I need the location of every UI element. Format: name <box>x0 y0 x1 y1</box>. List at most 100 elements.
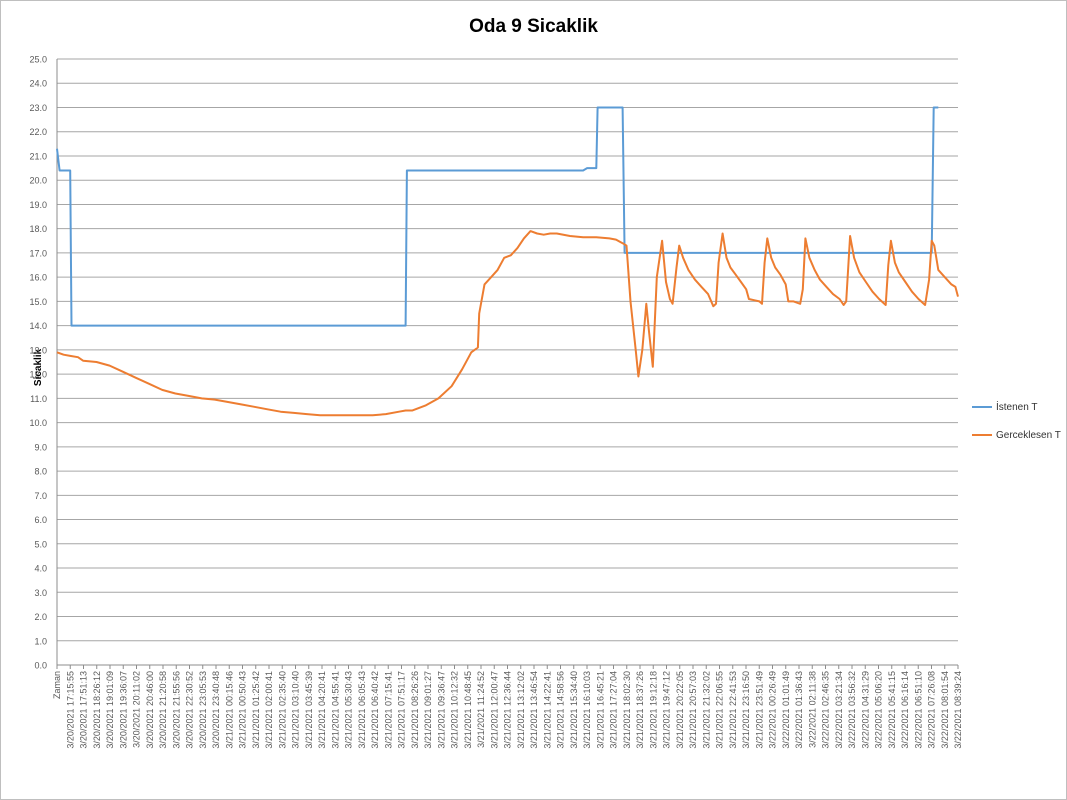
series-line-1 <box>56 230 959 417</box>
x-tick-label: 3/22/2021 03:56:32 <box>847 671 857 749</box>
x-tick-label: 3/21/2021 07:51:17 <box>397 671 407 749</box>
y-tick-label: 1.0 <box>34 636 47 646</box>
x-tick-label: 3/21/2021 23:16:50 <box>741 671 751 749</box>
series-line-0 <box>56 106 939 327</box>
y-tick-label: 18.0 <box>29 224 47 234</box>
x-tick-label: 3/21/2021 11:24:52 <box>476 671 486 748</box>
x-tick-label: 3/20/2021 19:01:09 <box>105 671 115 749</box>
y-tick-label: 19.0 <box>29 200 47 210</box>
x-tick-label: 3/21/2021 13:46:54 <box>529 671 539 749</box>
y-tick-label: 6.0 <box>34 515 47 525</box>
legend-item-istenen: İstenen T <box>972 400 1061 414</box>
x-tick-label: 3/21/2021 03:45:39 <box>304 671 314 749</box>
x-tick-label: 3/22/2021 01:36:43 <box>794 671 804 749</box>
x-tick-label: 3/21/2021 16:45:21 <box>595 671 605 749</box>
legend-item-gerceklesen: Gerceklesen T <box>972 428 1061 442</box>
x-tick-label: 3/21/2021 22:41:53 <box>728 671 738 749</box>
x-tick-label: 3/21/2021 02:00:41 <box>264 671 274 749</box>
x-tick-label: 3/20/2021 17:15:55 <box>65 671 75 749</box>
y-tick-label: 23.0 <box>29 103 47 113</box>
x-tick-label: 3/21/2021 15:34:40 <box>569 671 579 749</box>
y-tick-label: 13.0 <box>29 345 47 355</box>
x-tick-label: 3/21/2021 09:01:27 <box>423 671 433 749</box>
legend: İstenen T Gerceklesen T <box>972 400 1061 456</box>
x-tick-label: 3/20/2021 22:30:52 <box>185 671 195 749</box>
chart-title: Oda 9 Sicaklik <box>469 16 598 37</box>
legend-swatch-gerceklesen <box>972 434 992 436</box>
y-tick-label: 16.0 <box>29 273 47 283</box>
y-tick-label: 22.0 <box>29 127 47 137</box>
x-tick-label: 3/20/2021 23:05:53 <box>198 671 208 749</box>
x-tick-label: 3/21/2021 00:50:43 <box>238 671 248 749</box>
y-tick-label: 15.0 <box>29 297 47 307</box>
y-tick-label: 2.0 <box>34 612 47 622</box>
x-tick-label: 3/22/2021 01:01:49 <box>781 671 791 749</box>
x-tick-label: 3/21/2021 21:32:02 <box>701 671 711 749</box>
x-tick-label: 3/21/2021 23:51:49 <box>754 671 764 749</box>
x-tick-label: 3/21/2021 09:36:47 <box>436 671 446 749</box>
x-tick-label: 3/21/2021 12:36:44 <box>503 671 513 749</box>
legend-label-gerceklesen: Gerceklesen T <box>996 429 1061 441</box>
x-tick-label: 3/21/2021 10:48:45 <box>463 671 473 749</box>
x-tick-label: 3/21/2021 22:06:55 <box>715 671 725 749</box>
x-tick-label: 3/21/2021 08:26:26 <box>410 671 420 749</box>
x-tick-label: 3/21/2021 17:27:04 <box>609 671 619 749</box>
x-tick-label: 3/22/2021 02:46:35 <box>821 671 831 749</box>
x-tick-label: 3/22/2021 05:41:15 <box>887 671 897 749</box>
x-tick-label: 3/20/2021 17:51:13 <box>79 671 89 749</box>
x-tick-label: 3/21/2021 04:20:41 <box>317 671 327 749</box>
y-tick-label: 14.0 <box>29 321 47 331</box>
y-tick-label: 4.0 <box>34 564 47 574</box>
x-tick-label: 3/21/2021 04:55:41 <box>330 671 340 749</box>
x-tick-label: 3/20/2021 21:55:56 <box>171 671 181 749</box>
x-tick-label: 3/21/2021 06:40:42 <box>370 671 380 749</box>
y-tick-label: 20.0 <box>29 176 47 186</box>
x-tick-label: 3/20/2021 19:36:07 <box>118 671 128 749</box>
x-tick-label: 3/21/2021 10:12:32 <box>450 671 460 749</box>
x-tick-label: 3/22/2021 08:39:24 <box>953 671 963 749</box>
legend-label-istenen: İstenen T <box>996 401 1038 413</box>
x-tick-label: 3/21/2021 16:10:03 <box>582 671 592 749</box>
y-tick-label: 8.0 <box>34 467 47 477</box>
y-tick-label: 9.0 <box>34 442 47 452</box>
x-tick-label: 3/20/2021 21:20:58 <box>158 671 168 749</box>
x-tick-label: 3/21/2021 19:47:12 <box>662 671 672 749</box>
y-tick-label: 3.0 <box>34 588 47 598</box>
x-tick-label: 3/22/2021 04:31:29 <box>860 671 870 749</box>
x-tick-label: 3/22/2021 06:51:10 <box>913 671 923 749</box>
x-tick-label: 3/22/2021 03:21:34 <box>834 671 844 749</box>
x-tick-label: 3/21/2021 13:12:02 <box>516 671 526 749</box>
x-tick-label: 3/21/2021 12:00:47 <box>489 671 499 749</box>
x-tick-label: 3/21/2021 20:57:03 <box>688 671 698 749</box>
y-tick-label: 21.0 <box>29 151 47 161</box>
x-tick-label: 3/20/2021 20:46:00 <box>145 671 155 749</box>
x-tick-label: 3/21/2021 05:30:43 <box>344 671 354 749</box>
x-tick-label: 3/21/2021 18:02:30 <box>622 671 632 749</box>
x-tick-label: 3/22/2021 08:01:54 <box>940 671 950 749</box>
y-tick-label: 17.0 <box>29 248 47 258</box>
x-tick-label: 3/21/2021 07:15:41 <box>383 671 393 749</box>
x-tick-label: 3/20/2021 20:11:02 <box>132 671 142 748</box>
y-tick-label: 10.0 <box>29 418 47 428</box>
x-tick-label: 3/21/2021 02:35:40 <box>277 671 287 749</box>
x-tick-label: 3/22/2021 07:26:08 <box>927 671 937 749</box>
y-tick-label: 7.0 <box>34 491 47 501</box>
x-tick-label: Zaman <box>52 671 62 699</box>
x-tick-label: 3/21/2021 14:58:56 <box>556 671 566 749</box>
y-tick-label: 24.0 <box>29 79 47 89</box>
y-tick-label: 5.0 <box>34 539 47 549</box>
x-tick-label: 3/20/2021 18:26:12 <box>92 671 102 749</box>
x-tick-label: 3/21/2021 00:15:46 <box>224 671 234 749</box>
y-tick-label: 25.0 <box>29 55 47 65</box>
x-tick-label: 3/21/2021 06:05:43 <box>357 671 367 749</box>
y-tick-label: 11.0 <box>30 394 47 404</box>
x-tick-label: 3/20/2021 23:40:48 <box>211 671 221 749</box>
x-tick-label: 3/21/2021 18:37:26 <box>635 671 645 749</box>
x-tick-label: 3/21/2021 14:22:41 <box>542 671 552 749</box>
y-tick-label: 12.0 <box>29 370 47 380</box>
x-tick-label: 3/22/2021 05:06:20 <box>874 671 884 749</box>
x-tick-label: 3/22/2021 06:16:14 <box>900 671 910 749</box>
x-tick-label: 3/21/2021 19:12:18 <box>648 671 658 749</box>
x-tick-label: 3/21/2021 03:10:40 <box>291 671 301 749</box>
